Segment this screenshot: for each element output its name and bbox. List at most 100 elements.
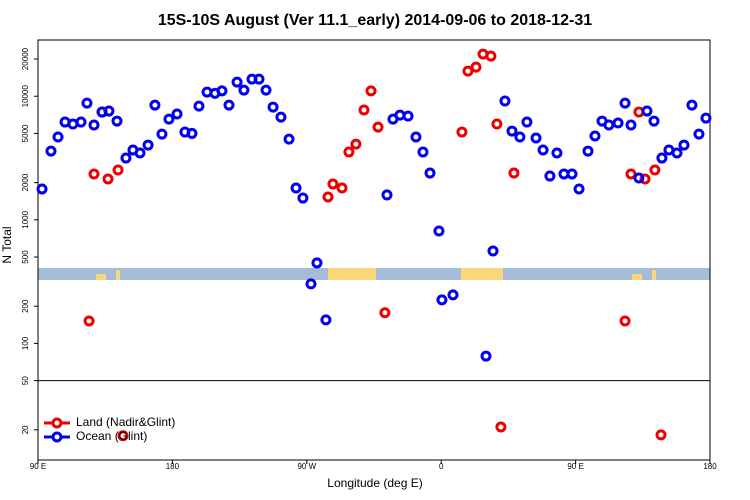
legend-label: Land (Nadir&Glint) bbox=[76, 415, 175, 429]
point bbox=[81, 97, 93, 109]
point bbox=[45, 145, 57, 157]
point bbox=[336, 182, 348, 194]
legend-marker bbox=[51, 431, 63, 443]
point bbox=[111, 115, 123, 127]
point bbox=[320, 314, 332, 326]
y-tick-label: 20 bbox=[21, 425, 30, 434]
x-tick-label: 90 E bbox=[567, 462, 583, 471]
point bbox=[686, 99, 698, 111]
point bbox=[424, 167, 436, 179]
point bbox=[149, 99, 161, 111]
point bbox=[88, 168, 100, 180]
legend-marker bbox=[51, 417, 63, 429]
point bbox=[485, 50, 497, 62]
point bbox=[495, 421, 507, 433]
point bbox=[117, 430, 129, 442]
chart-title: 15S-10S August (Ver 11.1_early) 2014-09-… bbox=[158, 12, 592, 29]
point bbox=[612, 117, 624, 129]
point bbox=[700, 112, 712, 124]
point bbox=[402, 110, 414, 122]
point bbox=[671, 147, 683, 159]
y-tick-label: 100 bbox=[21, 336, 30, 350]
point bbox=[544, 170, 556, 182]
point bbox=[120, 152, 132, 164]
point bbox=[480, 350, 492, 362]
x-tick-label: 90 E bbox=[30, 462, 46, 471]
point bbox=[231, 76, 243, 88]
y-tick-label: 2000 bbox=[21, 173, 30, 191]
point bbox=[267, 101, 279, 113]
point bbox=[693, 128, 705, 140]
point bbox=[582, 145, 594, 157]
point bbox=[52, 131, 64, 143]
point bbox=[514, 131, 526, 143]
x-tick-label: 180 bbox=[166, 462, 180, 471]
point bbox=[410, 131, 422, 143]
point bbox=[381, 189, 393, 201]
point bbox=[639, 173, 651, 185]
point bbox=[193, 100, 205, 112]
point bbox=[678, 139, 690, 151]
point bbox=[305, 278, 317, 290]
point bbox=[530, 132, 542, 144]
point bbox=[619, 315, 631, 327]
point bbox=[372, 121, 384, 133]
point bbox=[649, 164, 661, 176]
point bbox=[36, 183, 48, 195]
y-axis-label: N Total bbox=[0, 226, 14, 263]
point bbox=[75, 116, 87, 128]
point bbox=[88, 119, 100, 131]
plot-frame bbox=[37, 39, 711, 461]
y-tick-label: 5000 bbox=[21, 124, 30, 142]
point bbox=[134, 147, 146, 159]
point bbox=[656, 152, 668, 164]
point bbox=[275, 111, 287, 123]
point bbox=[491, 118, 503, 130]
point bbox=[186, 127, 198, 139]
point bbox=[508, 167, 520, 179]
point bbox=[365, 85, 377, 97]
point bbox=[521, 116, 533, 128]
y-tick-label: 20000 bbox=[21, 47, 30, 70]
point bbox=[253, 73, 265, 85]
point bbox=[603, 119, 615, 131]
point bbox=[625, 168, 637, 180]
point bbox=[103, 105, 115, 117]
y-tick-label: 500 bbox=[21, 250, 30, 264]
point bbox=[350, 138, 362, 150]
point bbox=[322, 191, 334, 203]
point bbox=[142, 139, 154, 151]
point bbox=[216, 85, 228, 97]
point bbox=[343, 146, 355, 158]
point bbox=[290, 182, 302, 194]
point bbox=[436, 294, 448, 306]
point bbox=[625, 119, 637, 131]
point bbox=[487, 245, 499, 257]
point bbox=[171, 108, 183, 120]
point bbox=[163, 113, 175, 125]
y-tick-label: 1000 bbox=[21, 210, 30, 228]
y-tick-label: 50 bbox=[21, 376, 30, 385]
point bbox=[112, 164, 124, 176]
point bbox=[447, 289, 459, 301]
point bbox=[260, 84, 272, 96]
point bbox=[456, 126, 468, 138]
point bbox=[283, 133, 295, 145]
point bbox=[551, 147, 563, 159]
x-tick-label: 180 bbox=[703, 462, 717, 471]
point bbox=[433, 225, 445, 237]
land-mask bbox=[38, 268, 710, 280]
y-tick-label: 10000 bbox=[21, 85, 30, 108]
point bbox=[641, 105, 653, 117]
point bbox=[238, 84, 250, 96]
point bbox=[633, 172, 645, 184]
x-axis-label: Longitude (deg E) bbox=[327, 476, 422, 490]
point bbox=[358, 104, 370, 116]
point bbox=[297, 192, 309, 204]
point bbox=[102, 173, 114, 185]
point bbox=[655, 429, 667, 441]
point bbox=[327, 178, 339, 190]
x-tick-label: 90 W bbox=[297, 462, 316, 471]
point bbox=[619, 97, 631, 109]
point bbox=[499, 95, 511, 107]
